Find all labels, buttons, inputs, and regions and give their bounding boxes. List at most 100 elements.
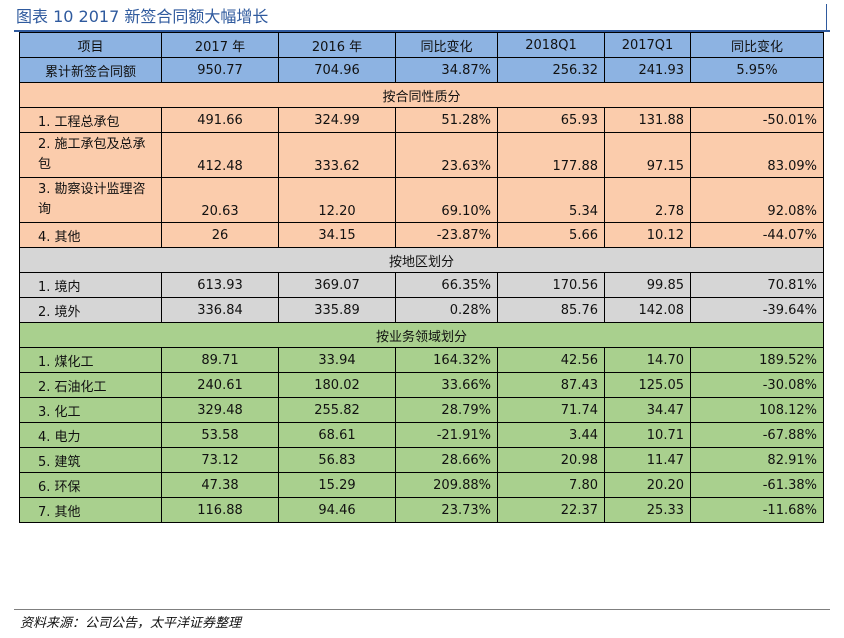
header-yoy-q1: 同比变化 — [690, 32, 824, 58]
value-cell: 34.47 — [604, 397, 691, 423]
value-cell: 83.09% — [690, 132, 824, 178]
value-cell: 66.35% — [395, 272, 498, 298]
value-cell: 20.63 — [161, 177, 279, 223]
value-cell: 34.87% — [395, 57, 498, 83]
value-cell: 324.99 — [278, 107, 396, 133]
value-cell: 164.32% — [395, 347, 498, 373]
table-row: 2. 施工承包及总承包 412.48 333.62 23.63% 177.88 … — [19, 132, 824, 178]
title-rule — [14, 30, 830, 32]
value-cell: 336.84 — [161, 297, 279, 323]
value-cell: -39.64% — [690, 297, 824, 323]
row-label: 3. 勘察设计监理咨询 — [19, 177, 162, 223]
source-rule — [14, 609, 830, 610]
value-cell: 73.12 — [161, 447, 279, 473]
value-cell: 255.82 — [278, 397, 396, 423]
value-cell: 177.88 — [497, 132, 605, 178]
value-cell: 15.29 — [278, 472, 396, 498]
value-cell: 70.81% — [690, 272, 824, 298]
row-label: 6. 环保 — [19, 472, 162, 498]
value-cell: -44.07% — [690, 222, 824, 248]
value-cell: -21.91% — [395, 422, 498, 448]
value-cell: 82.91% — [690, 447, 824, 473]
header-2017: 2017 年 — [161, 32, 279, 58]
value-cell: 42.56 — [497, 347, 605, 373]
value-cell: -11.68% — [690, 497, 824, 523]
value-cell: 11.47 — [604, 447, 691, 473]
table-row: 7. 其他 116.88 94.46 23.73% 22.37 25.33 -1… — [19, 497, 824, 523]
value-cell: 491.66 — [161, 107, 279, 133]
header-2016: 2016 年 — [278, 32, 396, 58]
table-row: 5. 建筑 73.12 56.83 28.66% 20.98 11.47 82.… — [19, 447, 824, 473]
value-cell: 85.76 — [497, 297, 605, 323]
section-title: 按合同性质分 — [19, 82, 824, 108]
value-cell: 5.66 — [497, 222, 605, 248]
value-cell: 33.66% — [395, 372, 498, 398]
value-cell: 65.93 — [497, 107, 605, 133]
table-row: 1. 煤化工 89.71 33.94 164.32% 42.56 14.70 1… — [19, 347, 824, 373]
total-row: 累计新签合同额 950.77 704.96 34.87% 256.32 241.… — [19, 57, 824, 83]
value-cell: 329.48 — [161, 397, 279, 423]
value-cell: 10.71 — [604, 422, 691, 448]
row-label: 7. 其他 — [19, 497, 162, 523]
value-cell: 209.88% — [395, 472, 498, 498]
table-row: 1. 境内 613.93 369.07 66.35% 170.56 99.85 … — [19, 272, 824, 298]
contract-table: 项目 2017 年 2016 年 同比变化 2018Q1 2017Q1 同比变化… — [19, 32, 824, 523]
value-cell: 412.48 — [161, 132, 279, 178]
value-cell: -30.08% — [690, 372, 824, 398]
value-cell: 170.56 — [497, 272, 605, 298]
value-cell: 5.34 — [497, 177, 605, 223]
value-cell: -50.01% — [690, 107, 824, 133]
row-label: 2. 施工承包及总承包 — [19, 132, 162, 178]
value-cell: 0.28% — [395, 297, 498, 323]
value-cell: 53.58 — [161, 422, 279, 448]
row-label: 1. 煤化工 — [19, 347, 162, 373]
value-cell: 94.46 — [278, 497, 396, 523]
value-cell: 23.73% — [395, 497, 498, 523]
value-cell: 125.05 — [604, 372, 691, 398]
value-cell: 56.83 — [278, 447, 396, 473]
row-label: 3. 化工 — [19, 397, 162, 423]
value-cell: 28.79% — [395, 397, 498, 423]
section-header: 按业务领域划分 — [19, 322, 824, 348]
value-cell: 22.37 — [497, 497, 605, 523]
table-row: 2. 境外 336.84 335.89 0.28% 85.76 142.08 -… — [19, 297, 824, 323]
header-2017q1: 2017Q1 — [604, 32, 691, 58]
header-yoy: 同比变化 — [395, 32, 498, 58]
value-cell: 7.80 — [497, 472, 605, 498]
value-cell: 12.20 — [278, 177, 396, 223]
value-cell: 26 — [161, 222, 279, 248]
value-cell: 240.61 — [161, 372, 279, 398]
table-row: 4. 电力 53.58 68.61 -21.91% 3.44 10.71 -67… — [19, 422, 824, 448]
table-row: 2. 石油化工 240.61 180.02 33.66% 87.43 125.0… — [19, 372, 824, 398]
value-cell: 89.71 — [161, 347, 279, 373]
value-cell: 369.07 — [278, 272, 396, 298]
value-cell: 47.38 — [161, 472, 279, 498]
value-cell: 14.70 — [604, 347, 691, 373]
value-cell: 256.32 — [497, 57, 605, 83]
value-cell: -61.38% — [690, 472, 824, 498]
section-title: 按业务领域划分 — [19, 322, 824, 348]
section-title: 按地区划分 — [19, 247, 824, 273]
row-label: 累计新签合同额 — [19, 57, 162, 83]
section-header: 按合同性质分 — [19, 82, 824, 108]
row-label: 4. 电力 — [19, 422, 162, 448]
value-cell: 97.15 — [604, 132, 691, 178]
table-row: 4. 其他 26 34.15 -23.87% 5.66 10.12 -44.07… — [19, 222, 824, 248]
value-cell: 71.74 — [497, 397, 605, 423]
value-cell: 950.77 — [161, 57, 279, 83]
value-cell: 25.33 — [604, 497, 691, 523]
table-row: 6. 环保 47.38 15.29 209.88% 7.80 20.20 -61… — [19, 472, 824, 498]
value-cell: 3.44 — [497, 422, 605, 448]
value-cell: 5.95% — [690, 57, 824, 83]
table-row: 3. 化工 329.48 255.82 28.79% 71.74 34.47 1… — [19, 397, 824, 423]
table-row: 1. 工程总承包 491.66 324.99 51.28% 65.93 131.… — [19, 107, 824, 133]
value-cell: 10.12 — [604, 222, 691, 248]
value-cell: 180.02 — [278, 372, 396, 398]
value-cell: 34.15 — [278, 222, 396, 248]
value-cell: -67.88% — [690, 422, 824, 448]
row-label: 1. 工程总承包 — [19, 107, 162, 133]
value-cell: 20.98 — [497, 447, 605, 473]
value-cell: 335.89 — [278, 297, 396, 323]
value-cell: 333.62 — [278, 132, 396, 178]
value-cell: 87.43 — [497, 372, 605, 398]
